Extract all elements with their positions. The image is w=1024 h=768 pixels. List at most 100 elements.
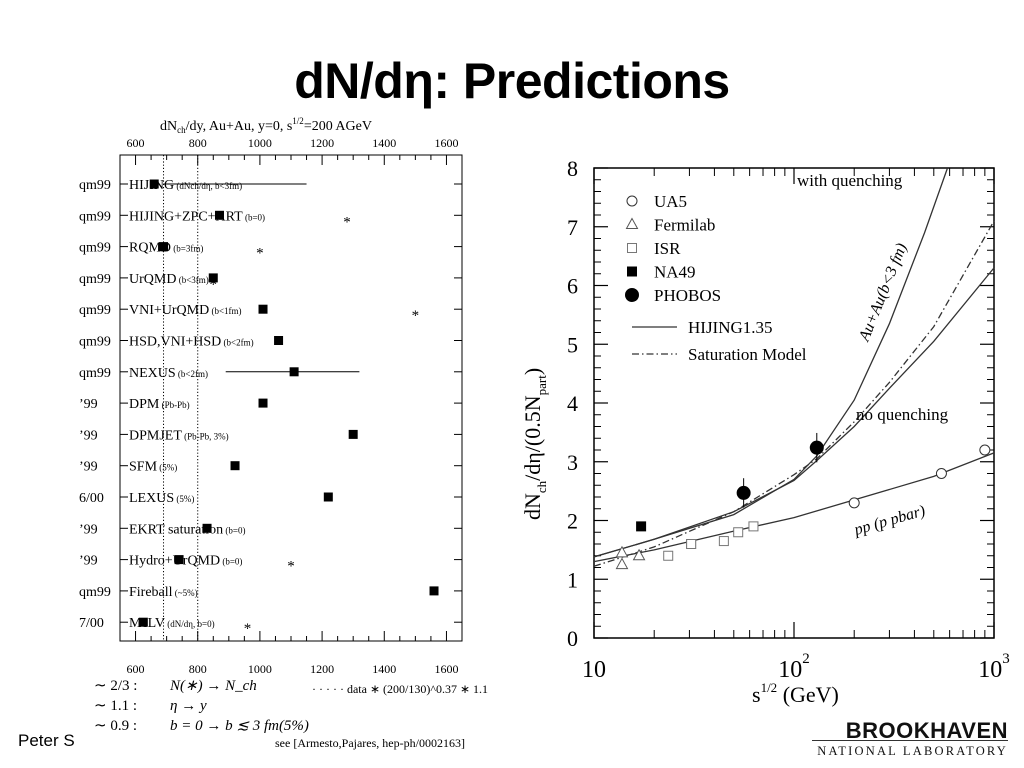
top-tick-label-1200: 1200 xyxy=(310,136,334,150)
row-star-marker: * xyxy=(244,621,252,637)
legend-entry-hijing1-35: HIJING1.35 xyxy=(632,318,773,337)
bottom-tick-label-800: 800 xyxy=(189,662,207,676)
legend-symbol xyxy=(626,195,638,207)
point-isr xyxy=(718,536,729,547)
prediction-row: qm99 HSD,VNI+HSD (b<2fm) xyxy=(79,335,462,350)
legend: UA5 Fermilab ISR NA49 PHOBOS HIJING1.35 Satura… xyxy=(625,192,807,364)
row-value-marker xyxy=(149,179,159,189)
legend-label: UA5 xyxy=(654,192,687,211)
point-isr xyxy=(748,521,759,532)
prediction-row: ’99 EKRT saturation (b=0) xyxy=(79,522,462,537)
top-tick-label-1000: 1000 xyxy=(248,136,272,150)
legend-entry-fermilab: Fermilab xyxy=(625,216,715,235)
row-value-marker xyxy=(289,367,299,377)
prediction-row: qm99 RQMD (b=3fm) * xyxy=(79,241,462,262)
top-tick-labels: 600 800 1000 1200 1400 1600 xyxy=(127,136,459,150)
point-fermilab xyxy=(632,548,646,561)
top-tick-label-800: 800 xyxy=(189,136,207,150)
legend-entry-ua5: UA5 xyxy=(626,192,687,211)
row-value-marker xyxy=(230,461,240,471)
legend-label: PHOBOS xyxy=(654,286,721,305)
row-model: UrQMD (b<3fm) xyxy=(129,272,209,287)
row-value-marker xyxy=(174,555,184,565)
dotted-line-legend: · · · · · data ∗ (200/130)^0.37 ∗ 1.1 xyxy=(312,682,488,696)
footnote-1-left: ∼ 2/3 : xyxy=(94,678,137,694)
row-tag: qm99 xyxy=(79,585,111,600)
row-star-marker: * xyxy=(210,277,218,293)
prediction-row: ’99 Hydro+UrQMD (b=0) * xyxy=(79,554,462,575)
point-ua5 xyxy=(935,468,947,479)
point-isr xyxy=(663,550,674,561)
y-tick-label-6: 6 xyxy=(567,274,578,299)
row-value-marker xyxy=(429,586,439,596)
legend-label: Saturation Model xyxy=(688,345,807,364)
legend-entry-isr: ISR xyxy=(627,239,681,258)
top-tick-label-1600: 1600 xyxy=(434,136,458,150)
point-isr xyxy=(733,527,744,538)
x-tick-label-10: 10 xyxy=(582,657,606,683)
row-tag: qm99 xyxy=(79,335,111,350)
y-tick-label-2: 2 xyxy=(567,509,578,534)
row-tag: qm99 xyxy=(79,366,111,381)
y-axis-label: dNch/dη/(0.5Npart) xyxy=(520,368,549,520)
top-tick-label-1400: 1400 xyxy=(372,136,396,150)
point-ua5 xyxy=(979,444,991,456)
bottom-tick-label-600: 600 xyxy=(127,662,145,676)
y-tick-label-3: 3 xyxy=(567,450,578,475)
logo-brookhaven-text: BROOKHAVEN xyxy=(845,718,1008,743)
bottom-tick-labels: 600 800 1000 1200 1400 1600 xyxy=(127,662,459,676)
prediction-row: qm99 VNI+UrQMD (b<1fm) * xyxy=(79,303,462,324)
row-model: HIJING+ZPC+ART (b=0) xyxy=(129,209,265,224)
row-star-marker: * xyxy=(343,214,351,230)
row-value-marker xyxy=(323,492,333,502)
row-value-marker xyxy=(202,523,212,533)
footnote-2-left: ∼ 1.1 : xyxy=(94,698,137,714)
row-value-marker xyxy=(274,336,284,345)
point-fermilab xyxy=(615,545,629,558)
reference-lines xyxy=(163,155,199,641)
legend-entry-saturation-model: Saturation Model xyxy=(632,345,807,364)
row-star-marker: * xyxy=(287,559,295,575)
row-tag: ’99 xyxy=(79,522,98,537)
prediction-row: qm99 UrQMD (b<3fm) * xyxy=(79,272,462,293)
row-tag: ’99 xyxy=(79,428,98,443)
legend-entry-na49: NA49 xyxy=(627,263,696,282)
annotation-no-quenching: no quenching xyxy=(856,405,949,424)
legend-symbol xyxy=(627,266,637,277)
legend-symbol xyxy=(625,288,639,302)
logo-laboratory-text: NATIONAL LABORATORY xyxy=(817,744,1008,758)
row-model: VNI+UrQMD (b<1fm) xyxy=(129,303,242,318)
y-tick-label-7: 7 xyxy=(567,215,578,240)
data-points xyxy=(615,432,991,570)
bottom-tick-label-1200: 1200 xyxy=(310,662,334,676)
row-model: SFM (5%) xyxy=(129,460,177,475)
x-tick-label-100: 102 xyxy=(778,651,810,683)
row-tag: 7/00 xyxy=(79,616,104,631)
annotation-with-quenching: with quenching xyxy=(797,171,903,190)
annotation-auau: Au+Au(b<3 fm) xyxy=(856,241,911,345)
row-value-marker xyxy=(258,304,268,314)
prediction-row: qm99 Fireball (~5%) xyxy=(79,585,462,600)
row-value-marker xyxy=(208,273,218,283)
top-tick-label-600: 600 xyxy=(127,136,145,150)
prediction-row: qm99 HIJING+ZPC+ART (b=0) * xyxy=(79,209,462,230)
row-value-marker xyxy=(258,398,268,408)
legend-label: ISR xyxy=(654,239,681,258)
legend-symbol xyxy=(627,243,637,253)
row-tag: ’99 xyxy=(79,397,98,412)
bottom-tick-label-1000: 1000 xyxy=(248,662,272,676)
footnotes: ∼ 2/3 : N(∗) → N_ch ∼ 1.1 : η → y ∼ 0.9 … xyxy=(94,678,309,734)
row-tag: 6/00 xyxy=(79,491,104,506)
row-star-marker: * xyxy=(412,308,420,324)
annotation-pp: pp (p pbar) xyxy=(851,502,927,539)
row-tag: qm99 xyxy=(79,272,111,287)
row-value-marker xyxy=(214,210,224,220)
row-model: LEXUS (5%) xyxy=(129,491,194,506)
row-model: EKRT saturation (b=0) xyxy=(129,522,246,537)
y-tick-label-1: 1 xyxy=(567,567,578,592)
row-tag: qm99 xyxy=(79,303,111,318)
brookhaven-logo: BROOKHAVEN NATIONAL LABORATORY xyxy=(812,718,1008,762)
